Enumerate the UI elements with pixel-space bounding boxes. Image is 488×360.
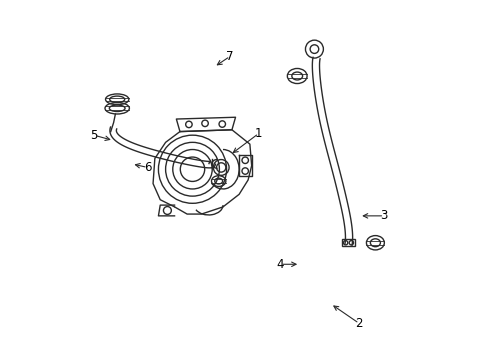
Text: 7: 7 bbox=[226, 50, 233, 63]
Text: 2: 2 bbox=[355, 317, 362, 330]
Text: 3: 3 bbox=[380, 210, 387, 222]
Text: 5: 5 bbox=[90, 129, 98, 142]
Text: 4: 4 bbox=[276, 258, 284, 271]
Text: 6: 6 bbox=[143, 161, 151, 174]
Text: 1: 1 bbox=[255, 127, 262, 140]
